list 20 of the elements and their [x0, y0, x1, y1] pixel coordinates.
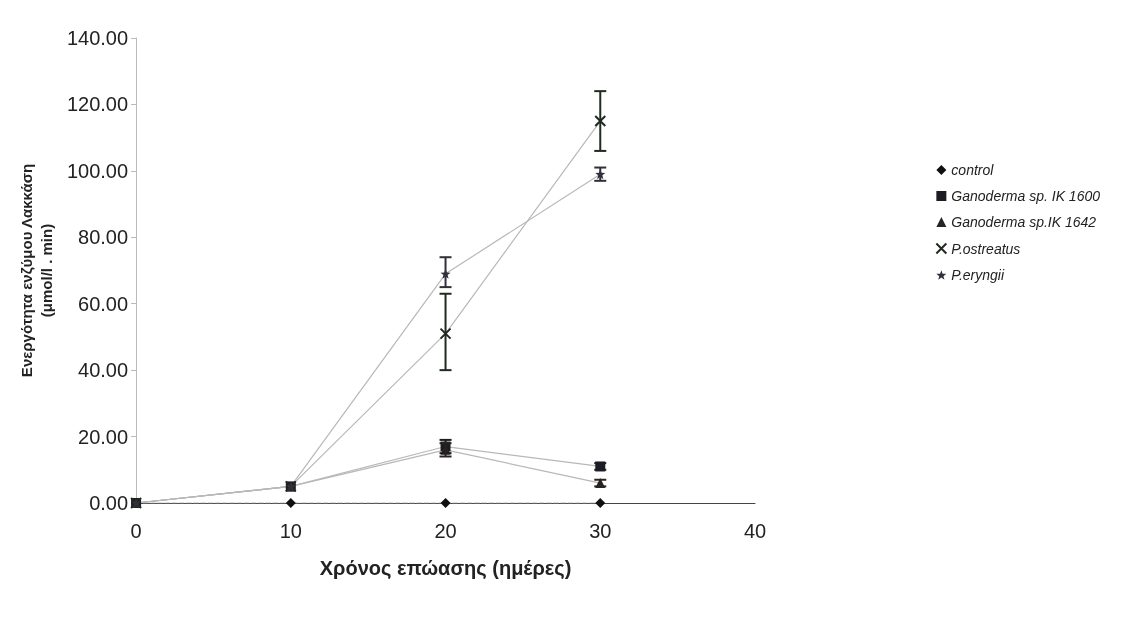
legend-label: Ganoderma sp. IK 1600	[951, 188, 1101, 204]
legend-label: P.eryngii	[951, 267, 1005, 283]
legend-label: P.ostreatus	[951, 240, 1021, 257]
y-axis-title: Ενεργότητα ενζύμου Λακκάση (μmol/l . min)	[17, 163, 55, 378]
x-tick-label: 10	[279, 520, 302, 542]
y-tick-label: 100.00	[66, 159, 129, 182]
y-tick-label: 60.00	[78, 292, 129, 315]
y-tick-label: 80.00	[78, 226, 129, 249]
x-axis-title: Χρόνος επώασης (ημέρες)	[319, 557, 572, 579]
x-tick-label: 20	[434, 520, 457, 542]
legend-label: Ganoderma sp.IK 1642	[951, 214, 1097, 230]
y-tick-label: 140.00	[66, 27, 129, 49]
y-tick-label: 40.00	[78, 359, 129, 382]
x-tick-label: 30	[589, 520, 612, 542]
legend-label: control	[951, 162, 995, 178]
y-tick-label: 120.00	[66, 93, 129, 116]
y-tick-label: 0.00	[89, 492, 129, 514]
x-tick-label: 0	[130, 520, 142, 542]
y-tick-label: 20.00	[78, 425, 129, 448]
x-tick-label: 40	[743, 520, 767, 542]
